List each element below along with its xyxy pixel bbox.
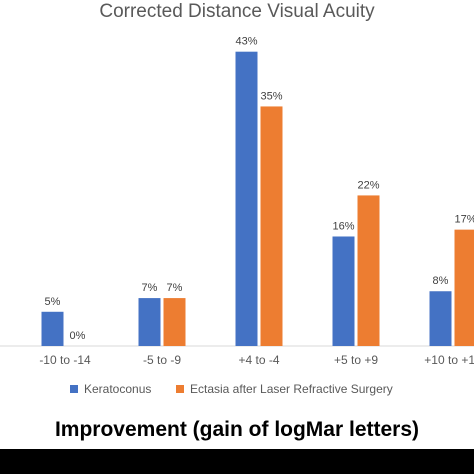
legend-swatch-ectasia <box>176 385 184 393</box>
bar-keratoconus-4 <box>429 291 452 346</box>
data-label-keratoconus-0: 5% <box>45 296 61 308</box>
data-label-keratoconus-3: 16% <box>332 220 354 232</box>
data-label-keratoconus-1: 7% <box>142 282 158 294</box>
x-tick-label-4: +10 to +14 <box>424 353 474 367</box>
data-label-keratoconus-2: 43% <box>235 36 257 48</box>
bottom-bar <box>0 449 474 474</box>
legend-swatch-keratoconus <box>70 385 78 393</box>
data-label-ectasia-1: 7% <box>167 282 183 294</box>
bar-ectasia-1 <box>163 298 186 346</box>
bar-keratoconus-3 <box>332 236 355 346</box>
data-label-keratoconus-4: 8% <box>433 275 449 287</box>
bar-ectasia-2 <box>260 106 283 346</box>
legend-label-ectasia: Ectasia after Laser Refractive Surgery <box>190 382 393 396</box>
bar-keratoconus-1 <box>138 298 161 346</box>
bar-ectasia-4 <box>454 229 474 346</box>
legend-item-ectasia: Ectasia after Laser Refractive Surgery <box>176 382 393 396</box>
x-tick-label-0: -10 to -14 <box>39 353 91 367</box>
data-label-ectasia-3: 22% <box>357 179 379 191</box>
legend-label-keratoconus: Keratoconus <box>84 382 152 396</box>
x-tick-label-1: -5 to -9 <box>143 353 181 367</box>
data-label-ectasia-0: 0% <box>70 330 86 342</box>
x-tick-label-2: +4 to -4 <box>238 353 279 367</box>
data-label-ectasia-4: 17% <box>454 214 474 226</box>
bar-keratoconus-2 <box>235 51 258 346</box>
x-tick-label-3: +5 to +9 <box>334 353 378 367</box>
bar-keratoconus-0 <box>41 311 64 346</box>
data-label-ectasia-2: 35% <box>260 90 282 102</box>
bar-ectasia-3 <box>357 195 380 346</box>
legend-item-keratoconus: Keratoconus <box>70 382 151 396</box>
chart-title: Corrected Distance Visual Acuity <box>99 1 375 22</box>
legend: Keratoconus Ectasia after Laser Refracti… <box>0 382 474 400</box>
x-axis-title: Improvement (gain of logMar letters) <box>54 418 420 441</box>
